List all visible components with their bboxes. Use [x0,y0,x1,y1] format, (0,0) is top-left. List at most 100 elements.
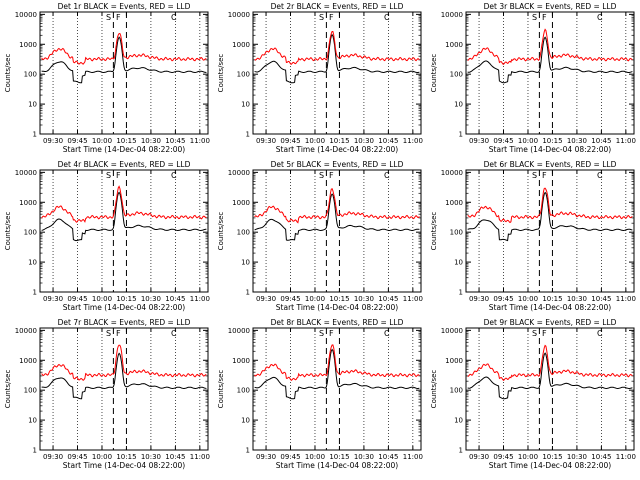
plot-frame [39,327,209,451]
x-tick-label: 10:30 [354,137,374,145]
y-tick-label: 10 [241,259,250,267]
panel-det-9: Det 9r BLACK = Events, RED = LLD S F C 09:30… [430,318,636,470]
x-axis-label: Start Time (14-Dec-04 08:22:00) [489,145,611,154]
x-tick-label: 10:15 [329,453,349,461]
x-tick-label: 10:00 [305,295,325,303]
y-tick-label: 1000 [19,199,37,207]
y-tick-label: 100 [24,387,37,395]
x-tick-label: 10:45 [165,137,185,145]
y-tick-label: 10 [28,417,37,425]
y-tick-label: 10000 [441,327,463,335]
x-tick-label: 10:15 [116,453,136,461]
y-tick-label: 1000 [445,41,463,49]
series-lld-line [254,187,420,224]
series-events-line [467,36,633,84]
x-tick-label: 10:00 [518,137,538,145]
y-axis-label: Counts/sec [4,54,12,93]
x-tick-label: 09:45 [493,137,513,145]
marker-label: C [384,13,390,22]
y-tick-label: 10000 [15,327,37,335]
y-axis-label: Counts/sec [4,212,12,251]
y-tick-label: 100 [450,387,463,395]
y-tick-label: 10000 [228,169,250,177]
x-tick-label: 10:15 [116,137,136,145]
panel-title: Det 6r BLACK = Events, RED = LLD [484,160,617,169]
x-tick-label: 10:15 [116,295,136,303]
panel-title: Det 3r BLACK = Events, RED = LLD [484,2,617,11]
y-axis-label: Counts/sec [217,212,225,251]
y-axis-label: Counts/sec [4,370,12,409]
marker-label: F [542,329,547,338]
y-tick-label: 10000 [228,327,250,335]
y-tick-label: 10000 [228,11,250,19]
y-tick-label: 100 [237,387,250,395]
x-tick-label: 09:30 [43,453,63,461]
x-tick-label: 10:30 [354,295,374,303]
x-tick-label: 09:45 [280,137,300,145]
x-axis-label: Start Time (14-Dec-04 08:22:00) [276,303,398,312]
x-tick-label: 10:30 [567,137,587,145]
x-tick-label: 10:30 [567,453,587,461]
series-events-line [254,348,420,400]
x-tick-label: 09:30 [469,137,489,145]
series-lld-line [254,344,420,381]
marker-label: F [329,13,334,22]
x-tick-label: 10:45 [591,295,611,303]
panel-det-3: Det 3r BLACK = Events, RED = LLD S F C 09:30… [430,2,636,154]
x-tick-label: 09:30 [256,295,276,303]
marker-label: C [384,171,390,180]
x-tick-label: 10:45 [378,137,398,145]
x-tick-label: 10:15 [329,295,349,303]
x-axis-label: Start Time (14-Dec-04 08:22:00) [276,145,398,154]
marker-label: F [116,13,121,22]
panel-det-4: Det 4r BLACK = Events, RED = LLD S F C 09:30… [4,160,210,312]
marker-label: S [319,13,324,22]
panel-title: Det 8r BLACK = Events, RED = LLD [271,318,404,327]
marker-label: C [597,329,603,338]
y-tick-label: 1 [459,289,463,297]
x-tick-label: 09:30 [256,453,276,461]
y-tick-label: 100 [237,229,250,237]
x-tick-label: 11:00 [616,453,636,461]
x-axis-label: Start Time (14-Dec-04 08:22:00) [276,461,398,470]
y-tick-label: 1000 [232,41,250,49]
x-tick-label: 10:45 [591,453,611,461]
y-tick-label: 1000 [445,357,463,365]
x-tick-label: 10:45 [165,295,185,303]
marker-label: C [597,171,603,180]
y-tick-label: 1000 [232,357,250,365]
y-tick-label: 10 [454,259,463,267]
plot-frame [39,169,209,293]
plot-frame [252,169,422,293]
panel-title: Det 7r BLACK = Events, RED = LLD [58,318,191,327]
marker-label: S [106,13,111,22]
series-lld-line [467,28,633,66]
marker-label: S [319,171,324,180]
marker-label: F [542,171,547,180]
x-tick-label: 09:45 [67,137,87,145]
x-tick-label: 09:45 [67,295,87,303]
marker-label: S [106,171,111,180]
series-lld-line [41,32,207,65]
x-tick-label: 10:00 [92,137,112,145]
x-tick-label: 10:30 [354,453,374,461]
y-tick-label: 100 [450,229,463,237]
x-tick-label: 10:45 [591,137,611,145]
x-tick-label: 09:45 [280,453,300,461]
marker-label: F [116,171,121,180]
marker-label: F [116,329,121,338]
x-tick-label: 09:30 [43,137,63,145]
x-axis-label: Start Time (14-Dec-04 08:22:00) [63,145,185,154]
x-tick-label: 10:15 [542,295,562,303]
x-axis-label: Start Time (14-Dec-04 08:22:00) [489,461,611,470]
x-tick-label: 10:45 [165,453,185,461]
y-axis-label: Counts/sec [430,370,438,409]
series-events-line [254,33,420,84]
x-tick-label: 10:00 [305,137,325,145]
y-tick-label: 10 [241,101,250,109]
y-tick-label: 10 [454,417,463,425]
series-lld-line [467,344,633,382]
marker-label: C [597,13,603,22]
x-tick-label: 09:30 [469,295,489,303]
x-tick-label: 10:15 [542,453,562,461]
